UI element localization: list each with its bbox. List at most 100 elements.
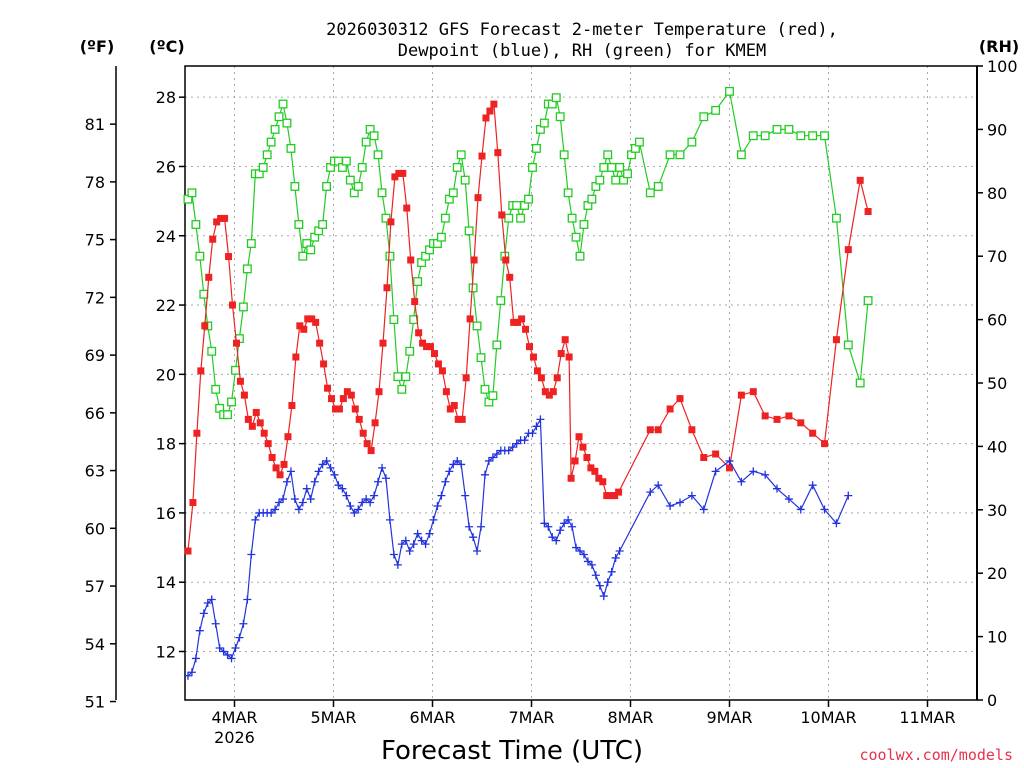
dewpoint-point [389, 550, 398, 559]
rh-point [227, 397, 236, 407]
temperature-point [514, 318, 522, 326]
temperature-point [320, 360, 328, 368]
temperature-point [611, 492, 619, 500]
rh-point [357, 162, 367, 172]
temperature-point [498, 211, 506, 219]
temperature-point [308, 315, 316, 323]
dewpoint-point [219, 647, 228, 656]
unit-label-fahrenheit: (ºF) [80, 37, 115, 56]
rh-point [563, 188, 573, 198]
rh-point [361, 137, 371, 147]
temperature-point [434, 360, 442, 368]
dewpoint-point [362, 495, 371, 504]
rh-tick-label: 100 [987, 57, 1018, 76]
rh-point [653, 182, 663, 191]
celsius-tick-label: 14 [156, 573, 176, 592]
temperature-point [272, 464, 280, 472]
dewpoint-point [599, 592, 608, 601]
temperature-point [478, 152, 486, 160]
rh-point [820, 131, 829, 141]
dewpoint-point [445, 467, 454, 476]
temperature-point [712, 450, 720, 458]
fahrenheit-tick-label: 75 [85, 231, 105, 250]
dewpoint-point [381, 474, 390, 483]
dewpoint-point [378, 463, 387, 472]
temperature-point [700, 453, 708, 461]
temperature-point [335, 405, 343, 413]
temperature-point [494, 149, 502, 157]
dewpoint-point [453, 456, 462, 465]
dewpoint-point [239, 619, 248, 628]
dewpoint-point [579, 550, 588, 559]
rh-point [238, 302, 248, 312]
rh-point [512, 201, 522, 210]
temperature-point [407, 256, 415, 264]
rh-point [571, 232, 581, 242]
celsius-tick-label: 12 [156, 642, 176, 661]
rh-point [266, 137, 276, 147]
fahrenheit-tick-label: 81 [85, 115, 105, 134]
dewpoint-point [338, 484, 347, 493]
rh-point [341, 156, 351, 166]
fahrenheit-tick-label: 66 [85, 404, 105, 423]
dewpoint-point [457, 460, 466, 469]
temperature-point [518, 315, 526, 323]
rh-point [539, 118, 549, 128]
dewpoint-point [560, 519, 569, 528]
temperature-point [510, 318, 518, 326]
temperature-point [419, 339, 427, 347]
rh-tick-label: 70 [987, 247, 1007, 266]
dewpoint-point [223, 650, 232, 659]
rh-point [207, 346, 217, 356]
temperature-point [268, 453, 276, 461]
chart-title-line2: Dewpoint (blue), RH (green) for KMEM [398, 41, 766, 61]
chart-title-line1: 2026030312 GFS Forecast 2-meter Temperat… [326, 20, 838, 40]
temperature-point [379, 339, 387, 347]
temperature-point [343, 388, 351, 396]
rh-point [195, 251, 205, 261]
temperature-point [252, 408, 260, 416]
dewpoint-point [227, 654, 236, 663]
rh-tick-label: 40 [987, 437, 1007, 456]
temperature-point [359, 429, 367, 437]
temperature-point [688, 426, 696, 434]
temperature-point [288, 402, 296, 410]
temperature-point [486, 107, 494, 115]
temperature-point [537, 374, 545, 382]
dewpoint-point [282, 477, 291, 486]
dewpoint-point [306, 495, 315, 504]
dewpoint-point [484, 456, 493, 465]
temperature-point [205, 273, 213, 281]
celsius-tick-label: 16 [156, 504, 176, 523]
rh-axis: 0 10 20 30 40 50 60 70 80 90 100 [977, 57, 1018, 710]
temperature-point [189, 499, 197, 507]
dewpoint-point [832, 519, 841, 528]
time-tick-label: 10MAR [800, 708, 856, 727]
rh-point [634, 137, 644, 147]
dewpoint-point [298, 498, 307, 507]
temperature-point [676, 395, 684, 403]
temperature-point [666, 405, 674, 413]
dewpoint-point [676, 498, 684, 507]
rh-point [748, 131, 758, 141]
temperature-point [482, 114, 490, 122]
rh-point [246, 239, 256, 248]
temperature-point [236, 377, 244, 385]
temperature-point [541, 388, 549, 396]
temperature-point [367, 447, 375, 455]
rh-point [611, 175, 621, 185]
rh-point [615, 162, 625, 172]
temperature-point [399, 169, 407, 177]
temperature-point [427, 343, 435, 351]
fahrenheit-tick-label: 72 [85, 288, 105, 307]
temperature-point [256, 419, 264, 427]
fahrenheit-axis: 51 54 57 60 63 66 69 72 75 78 81 [85, 115, 116, 712]
dewpoint-point [195, 626, 204, 635]
rh-point [436, 232, 446, 242]
temperature-point [603, 492, 611, 500]
temperature-point [595, 474, 603, 482]
temperature-point [387, 218, 395, 226]
rh-point [645, 188, 655, 198]
temperature-point [312, 318, 320, 326]
